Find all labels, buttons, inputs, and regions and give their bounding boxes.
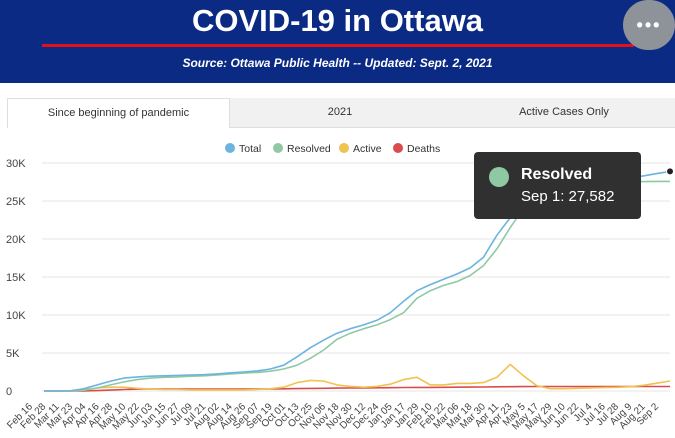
legend-label-active: Active bbox=[353, 143, 382, 155]
y-tick-label: 20K bbox=[6, 234, 26, 246]
legend-marker-deaths bbox=[393, 143, 403, 153]
hover-point-marker bbox=[666, 167, 674, 176]
chart-tooltip: Resolved Sep 1: 27,582 bbox=[474, 152, 641, 219]
y-tick-label: 15K bbox=[6, 272, 26, 284]
y-tick-label: 30K bbox=[6, 158, 26, 170]
chart-tab-bar: Since beginning of pandemic 2021 Active … bbox=[7, 98, 675, 128]
legend-marker-active bbox=[339, 143, 349, 153]
title-underline bbox=[42, 44, 634, 47]
tab-active-cases-only[interactable]: Active Cases Only bbox=[519, 106, 609, 118]
y-tick-label: 0 bbox=[6, 386, 12, 398]
series-line-active bbox=[44, 363, 671, 392]
legend-label-resolved: Resolved bbox=[287, 143, 331, 155]
y-tick-label: 5K bbox=[6, 348, 20, 360]
line-chart: 0 5K 10K 15K 20K 25K 30K Total Resolved Active Dea… bbox=[5, 143, 674, 432]
tooltip-series-marker bbox=[489, 167, 509, 187]
tooltip-series-name: Resolved bbox=[521, 166, 593, 183]
more-options-button[interactable]: ••• bbox=[623, 0, 675, 50]
legend-marker-resolved bbox=[273, 143, 283, 153]
header-banner: COVID-19 in Ottawa Source: Ottawa Public… bbox=[0, 0, 675, 83]
tooltip-value: Sep 1: 27,582 bbox=[521, 188, 615, 205]
y-tick-label: 25K bbox=[6, 196, 26, 208]
y-tick-label: 10K bbox=[6, 310, 26, 322]
spacer bbox=[0, 83, 675, 98]
ellipsis-icon: ••• bbox=[636, 14, 662, 35]
legend-label-deaths: Deaths bbox=[407, 143, 440, 155]
tab-since-beginning[interactable]: Since beginning of pandemic bbox=[7, 98, 230, 128]
page-title: COVID-19 in Ottawa bbox=[191, 3, 484, 38]
legend-label-total: Total bbox=[239, 143, 261, 155]
tab-2021[interactable]: 2021 bbox=[327, 106, 353, 118]
source-subtitle: Source: Ottawa Public Health -- Updated:… bbox=[182, 56, 493, 70]
legend-marker-total bbox=[225, 143, 235, 153]
